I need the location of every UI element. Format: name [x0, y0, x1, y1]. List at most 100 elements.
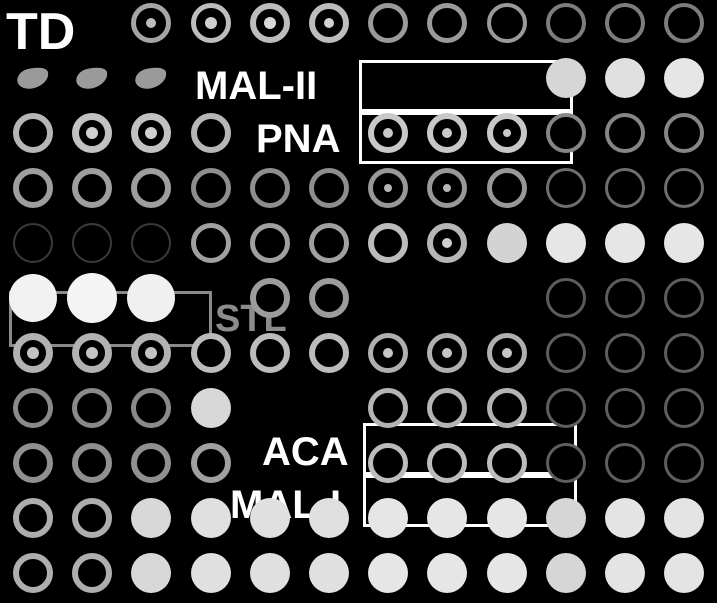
spot-r6-c6 — [368, 333, 408, 373]
spot-r0-c2 — [131, 3, 171, 43]
spot-r5-c4 — [250, 278, 290, 318]
spot-r8-c3 — [191, 443, 231, 483]
spot-r9-c10 — [605, 498, 645, 538]
spot-r4-c6 — [368, 223, 408, 263]
spot-r10-c9 — [546, 553, 586, 593]
spot-r10-c1 — [72, 553, 112, 593]
spot-r7-c0 — [13, 388, 53, 428]
spot-r3-c6 — [368, 168, 408, 208]
spot-r4-c9 — [546, 223, 586, 263]
spot-r3-c2 — [131, 168, 171, 208]
spot-r4-c5 — [309, 223, 349, 263]
spot-r2-c11 — [664, 113, 704, 153]
spot-r9-c8 — [487, 498, 527, 538]
spot-r0-c9 — [546, 3, 586, 43]
spot-r1-c11 — [664, 58, 704, 98]
spot-r6-c5 — [309, 333, 349, 373]
spot-r3-c1 — [72, 168, 112, 208]
spot-r4-c4 — [250, 223, 290, 263]
spot-r3-c8 — [487, 168, 527, 208]
spot-r3-c5 — [309, 168, 349, 208]
spot-r0-c11 — [664, 3, 704, 43]
spot-r8-c10 — [605, 443, 645, 483]
spot-r7-c2 — [131, 388, 171, 428]
spot-r5-c10 — [605, 278, 645, 318]
spot-r10-c8 — [487, 553, 527, 593]
spot-r10-c5 — [309, 553, 349, 593]
spot-r8-c11 — [664, 443, 704, 483]
spot-r6-c0 — [13, 333, 53, 373]
spot-r1-c9 — [546, 58, 586, 98]
spot-r7-c3 — [191, 388, 231, 428]
microarray-stage: { "dims": { "width": 717, "height": 603 … — [0, 0, 717, 603]
spot-r10-c0 — [13, 553, 53, 593]
label-td: TD — [6, 2, 75, 62]
spot-r3-c3 — [191, 168, 231, 208]
spot-r4-c10 — [605, 223, 645, 263]
spot-r0-c6 — [368, 3, 408, 43]
spot-r1-c2 — [133, 64, 169, 92]
spot-r6-c10 — [605, 333, 645, 373]
spot-r5-c5 — [309, 278, 349, 318]
spot-r0-c3 — [191, 3, 231, 43]
spot-r4-c11 — [664, 223, 704, 263]
spot-r0-c5 — [309, 3, 349, 43]
spot-r10-c10 — [605, 553, 645, 593]
spot-r9-c5 — [309, 498, 349, 538]
spot-r6-c9 — [546, 333, 586, 373]
spot-r7-c10 — [605, 388, 645, 428]
spot-r2-c9 — [546, 113, 586, 153]
spot-r5-c1 — [67, 273, 117, 323]
spot-r10-c7 — [427, 553, 467, 593]
spot-r6-c7 — [427, 333, 467, 373]
spot-r10-c3 — [191, 553, 231, 593]
spot-r10-c2 — [131, 553, 171, 593]
spot-r3-c9 — [546, 168, 586, 208]
label-mal-ii: MAL-II — [195, 64, 317, 109]
spot-r6-c11 — [664, 333, 704, 373]
spot-r7-c9 — [546, 388, 586, 428]
spot-r8-c0 — [13, 443, 53, 483]
spot-r4-c0 — [13, 223, 53, 263]
spot-r2-c1 — [72, 113, 112, 153]
spot-r9-c2 — [131, 498, 171, 538]
spot-r8-c8 — [487, 443, 527, 483]
spot-r3-c11 — [664, 168, 704, 208]
spot-r6-c2 — [131, 333, 171, 373]
spot-r4-c1 — [72, 223, 112, 263]
spot-r0-c8 — [487, 3, 527, 43]
spot-r5-c0 — [9, 274, 57, 322]
spot-r2-c6 — [368, 113, 408, 153]
spot-r6-c8 — [487, 333, 527, 373]
spot-r9-c3 — [191, 498, 231, 538]
spot-r9-c11 — [664, 498, 704, 538]
spot-r4-c7 — [427, 223, 467, 263]
spot-r5-c9 — [546, 278, 586, 318]
spot-r2-c10 — [605, 113, 645, 153]
box-mal-ii — [359, 60, 573, 112]
spot-r7-c7 — [427, 388, 467, 428]
spot-r9-c0 — [13, 498, 53, 538]
spot-r3-c7 — [427, 168, 467, 208]
spot-r4-c2 — [131, 223, 171, 263]
spot-r4-c3 — [191, 223, 231, 263]
spot-r4-c8 — [487, 223, 527, 263]
spot-r1-c1 — [74, 64, 110, 92]
spot-r6-c3 — [191, 333, 231, 373]
spot-r0-c10 — [605, 3, 645, 43]
spot-r9-c9 — [546, 498, 586, 538]
spot-r2-c8 — [487, 113, 527, 153]
spot-r9-c1 — [72, 498, 112, 538]
spot-r7-c11 — [664, 388, 704, 428]
spot-r3-c10 — [605, 168, 645, 208]
spot-r8-c2 — [131, 443, 171, 483]
spot-r3-c4 — [250, 168, 290, 208]
spot-r10-c6 — [368, 553, 408, 593]
spot-r7-c8 — [487, 388, 527, 428]
spot-r3-c0 — [13, 168, 53, 208]
spot-r6-c4 — [250, 333, 290, 373]
spot-r0-c4 — [250, 3, 290, 43]
spot-r2-c3 — [191, 113, 231, 153]
spot-r9-c7 — [427, 498, 467, 538]
spot-r10-c4 — [250, 553, 290, 593]
